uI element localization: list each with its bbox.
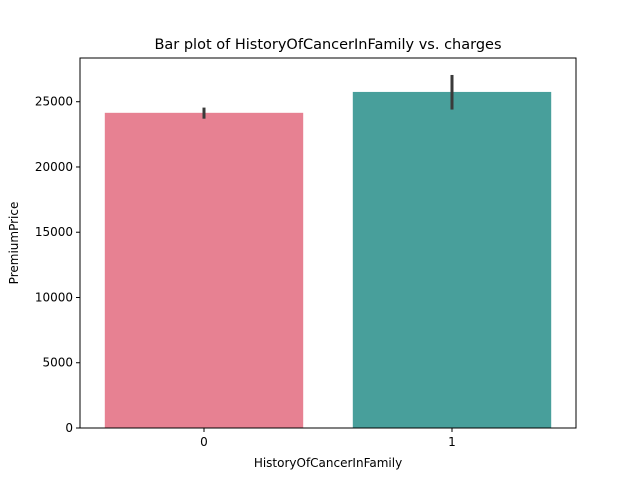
plot-frame bbox=[79, 57, 577, 429]
x-tick-label: 0 bbox=[200, 435, 208, 449]
y-axis-label: PremiumPrice bbox=[7, 202, 21, 285]
y-tick-label: 25000 bbox=[35, 95, 73, 109]
y-tick-label: 10000 bbox=[35, 290, 73, 304]
bar-0 bbox=[104, 112, 304, 428]
x-axis-label: HistoryOfCancerInFamily bbox=[254, 456, 402, 470]
y-tick-label: 20000 bbox=[35, 160, 73, 174]
chart-title: Bar plot of HistoryOfCancerInFamily vs. … bbox=[154, 37, 501, 53]
y-tick-label: 15000 bbox=[35, 225, 73, 239]
y-tick-label: 5000 bbox=[42, 356, 73, 370]
bar-1 bbox=[352, 91, 552, 428]
y-tick-label: 0 bbox=[65, 421, 73, 435]
x-tick-label: 1 bbox=[448, 435, 456, 449]
plot-area: 0 5000 10000 15000 20000 25000 0 1 bbox=[35, 74, 552, 449]
